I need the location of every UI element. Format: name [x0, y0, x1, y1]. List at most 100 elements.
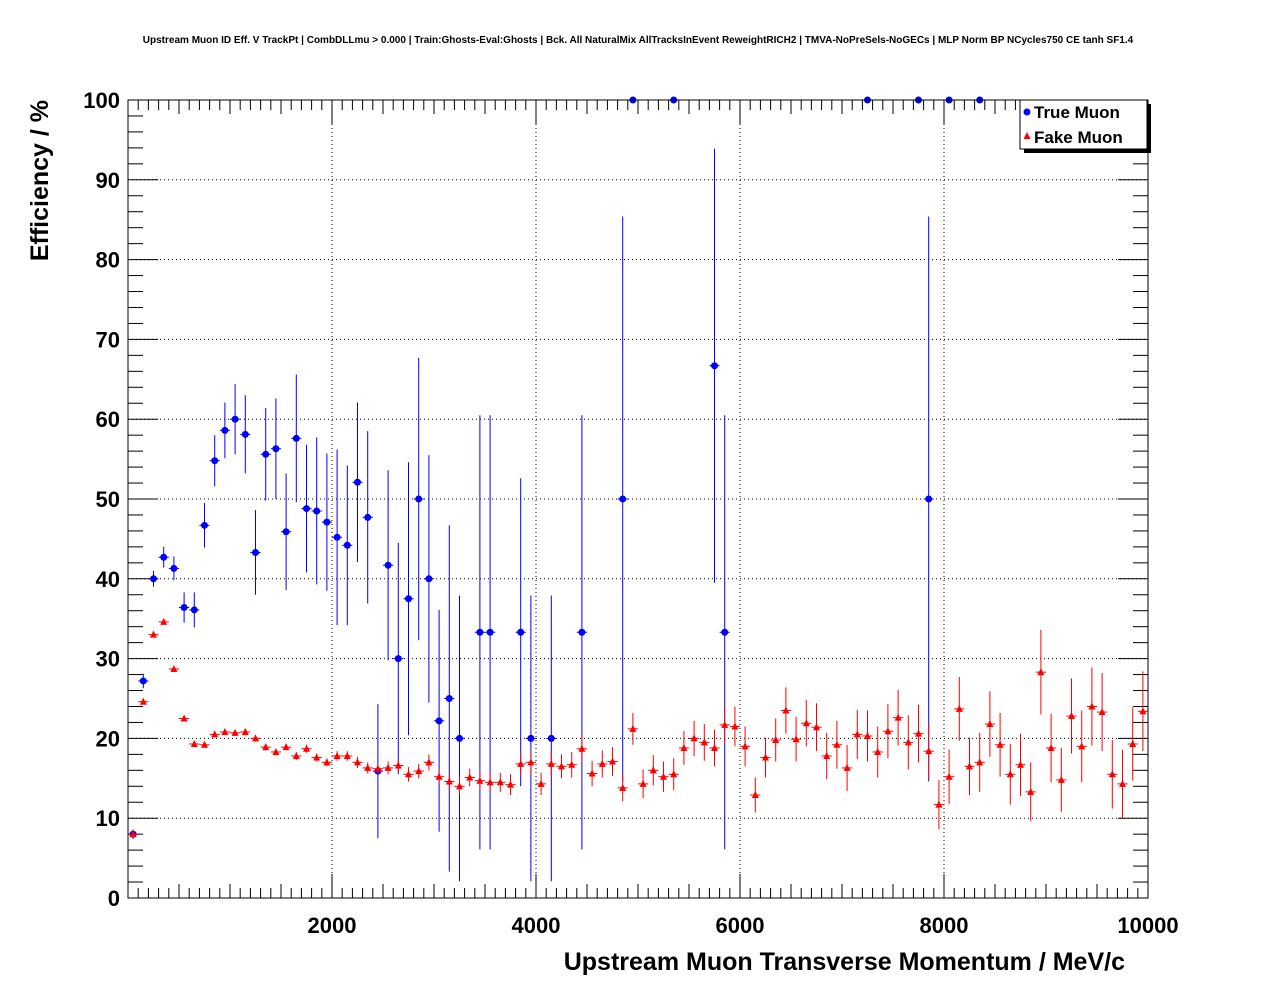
marker-triangle [445, 777, 453, 785]
marker-triangle [609, 757, 616, 765]
data-point [617, 774, 628, 802]
marker-triangle [966, 762, 973, 770]
marker-triangle [201, 740, 208, 748]
data-point [270, 398, 281, 499]
marker-triangle [1129, 739, 1137, 747]
marker-triangle [221, 728, 229, 736]
marker-circle [394, 655, 402, 663]
marker-triangle [1047, 743, 1055, 751]
marker-triangle [802, 719, 810, 727]
y-tick-label-10: 100 [83, 88, 120, 113]
data-point [332, 751, 343, 761]
data-point [1046, 713, 1057, 783]
data-point [423, 754, 434, 771]
data-point [668, 758, 679, 791]
data-point [434, 768, 445, 785]
marker-circle [415, 495, 423, 503]
marker-circle [190, 606, 198, 614]
data-point [944, 749, 955, 804]
marker-triangle [517, 759, 525, 767]
marker-triangle [394, 761, 402, 769]
data-point [954, 676, 965, 741]
data-point [464, 768, 475, 787]
data-point [199, 502, 210, 548]
y-axis-label: Efficiency / % [26, 100, 54, 261]
marker-triangle [1119, 779, 1126, 787]
data-point [709, 148, 720, 583]
y-tick-label-7: 70 [96, 327, 120, 352]
data-point [444, 525, 455, 872]
marker-circle [241, 430, 249, 438]
marker-triangle [425, 758, 433, 766]
marker-triangle [150, 630, 157, 638]
marker-triangle [721, 720, 729, 728]
data-point [403, 767, 414, 782]
data-point [474, 771, 485, 791]
marker-triangle [711, 743, 718, 751]
data-point [882, 704, 893, 759]
marker-triangle [894, 713, 902, 721]
data-point [505, 774, 516, 796]
x-tick-label-3: 8000 [920, 913, 969, 938]
data-point [995, 712, 1006, 777]
data-point [158, 617, 169, 625]
marker-triangle [813, 723, 820, 731]
marker-triangle [343, 751, 351, 759]
data-point [148, 630, 159, 638]
marker-triangle [537, 779, 545, 787]
marker-circle [262, 450, 270, 458]
data-point [1137, 671, 1148, 752]
data-point [281, 473, 292, 590]
data-point [689, 720, 700, 756]
data-point [862, 710, 873, 762]
data-point [444, 773, 455, 790]
data-point [230, 384, 241, 455]
data-point [893, 689, 904, 746]
marker-triangle [670, 770, 678, 778]
data-point [230, 728, 241, 736]
marker-triangle [180, 714, 188, 722]
data-point [678, 731, 689, 765]
marker-triangle [231, 728, 239, 736]
data-point [189, 739, 200, 747]
marker-triangle [292, 751, 300, 759]
chart-title: Upstream Muon ID Eff. V TrackPt | CombDL… [143, 35, 1134, 46]
marker-triangle [955, 704, 963, 712]
marker-triangle [598, 759, 606, 767]
marker-triangle [843, 763, 851, 771]
grid [128, 100, 1148, 898]
marker-circle [445, 695, 453, 702]
data-point [362, 762, 373, 774]
marker-triangle [619, 783, 627, 791]
axes: 2000 4000 6000 8000 10000 0 10 20 30 40 50 60 70 80 90… [83, 88, 1178, 938]
marker-triangle [1057, 775, 1065, 783]
data-point [332, 449, 343, 626]
marker-triangle [558, 762, 565, 770]
marker-triangle [313, 753, 321, 761]
y-tick-label-8: 80 [96, 248, 120, 273]
data-point [413, 763, 424, 779]
data-point [383, 470, 394, 661]
data-point [495, 772, 506, 792]
marker-circle [619, 495, 627, 503]
data-point [536, 772, 547, 796]
marker-triangle [282, 743, 290, 751]
data-point [372, 763, 383, 775]
marker-triangle [935, 800, 943, 808]
marker-triangle [649, 766, 657, 774]
data-point [719, 415, 730, 850]
marker-triangle [925, 747, 933, 755]
y-tick-label-0: 0 [108, 886, 120, 911]
data-point [658, 761, 669, 792]
marker-triangle [762, 753, 769, 761]
data-point [393, 759, 404, 772]
marker-circle [282, 528, 290, 536]
data-point [383, 761, 394, 775]
marker-triangle [588, 769, 596, 777]
marker-circle [527, 734, 535, 742]
data-point [352, 756, 363, 768]
marker-triangle [160, 617, 168, 625]
marker-triangle [486, 778, 494, 786]
marker-triangle [680, 743, 688, 751]
data-point [352, 402, 363, 563]
